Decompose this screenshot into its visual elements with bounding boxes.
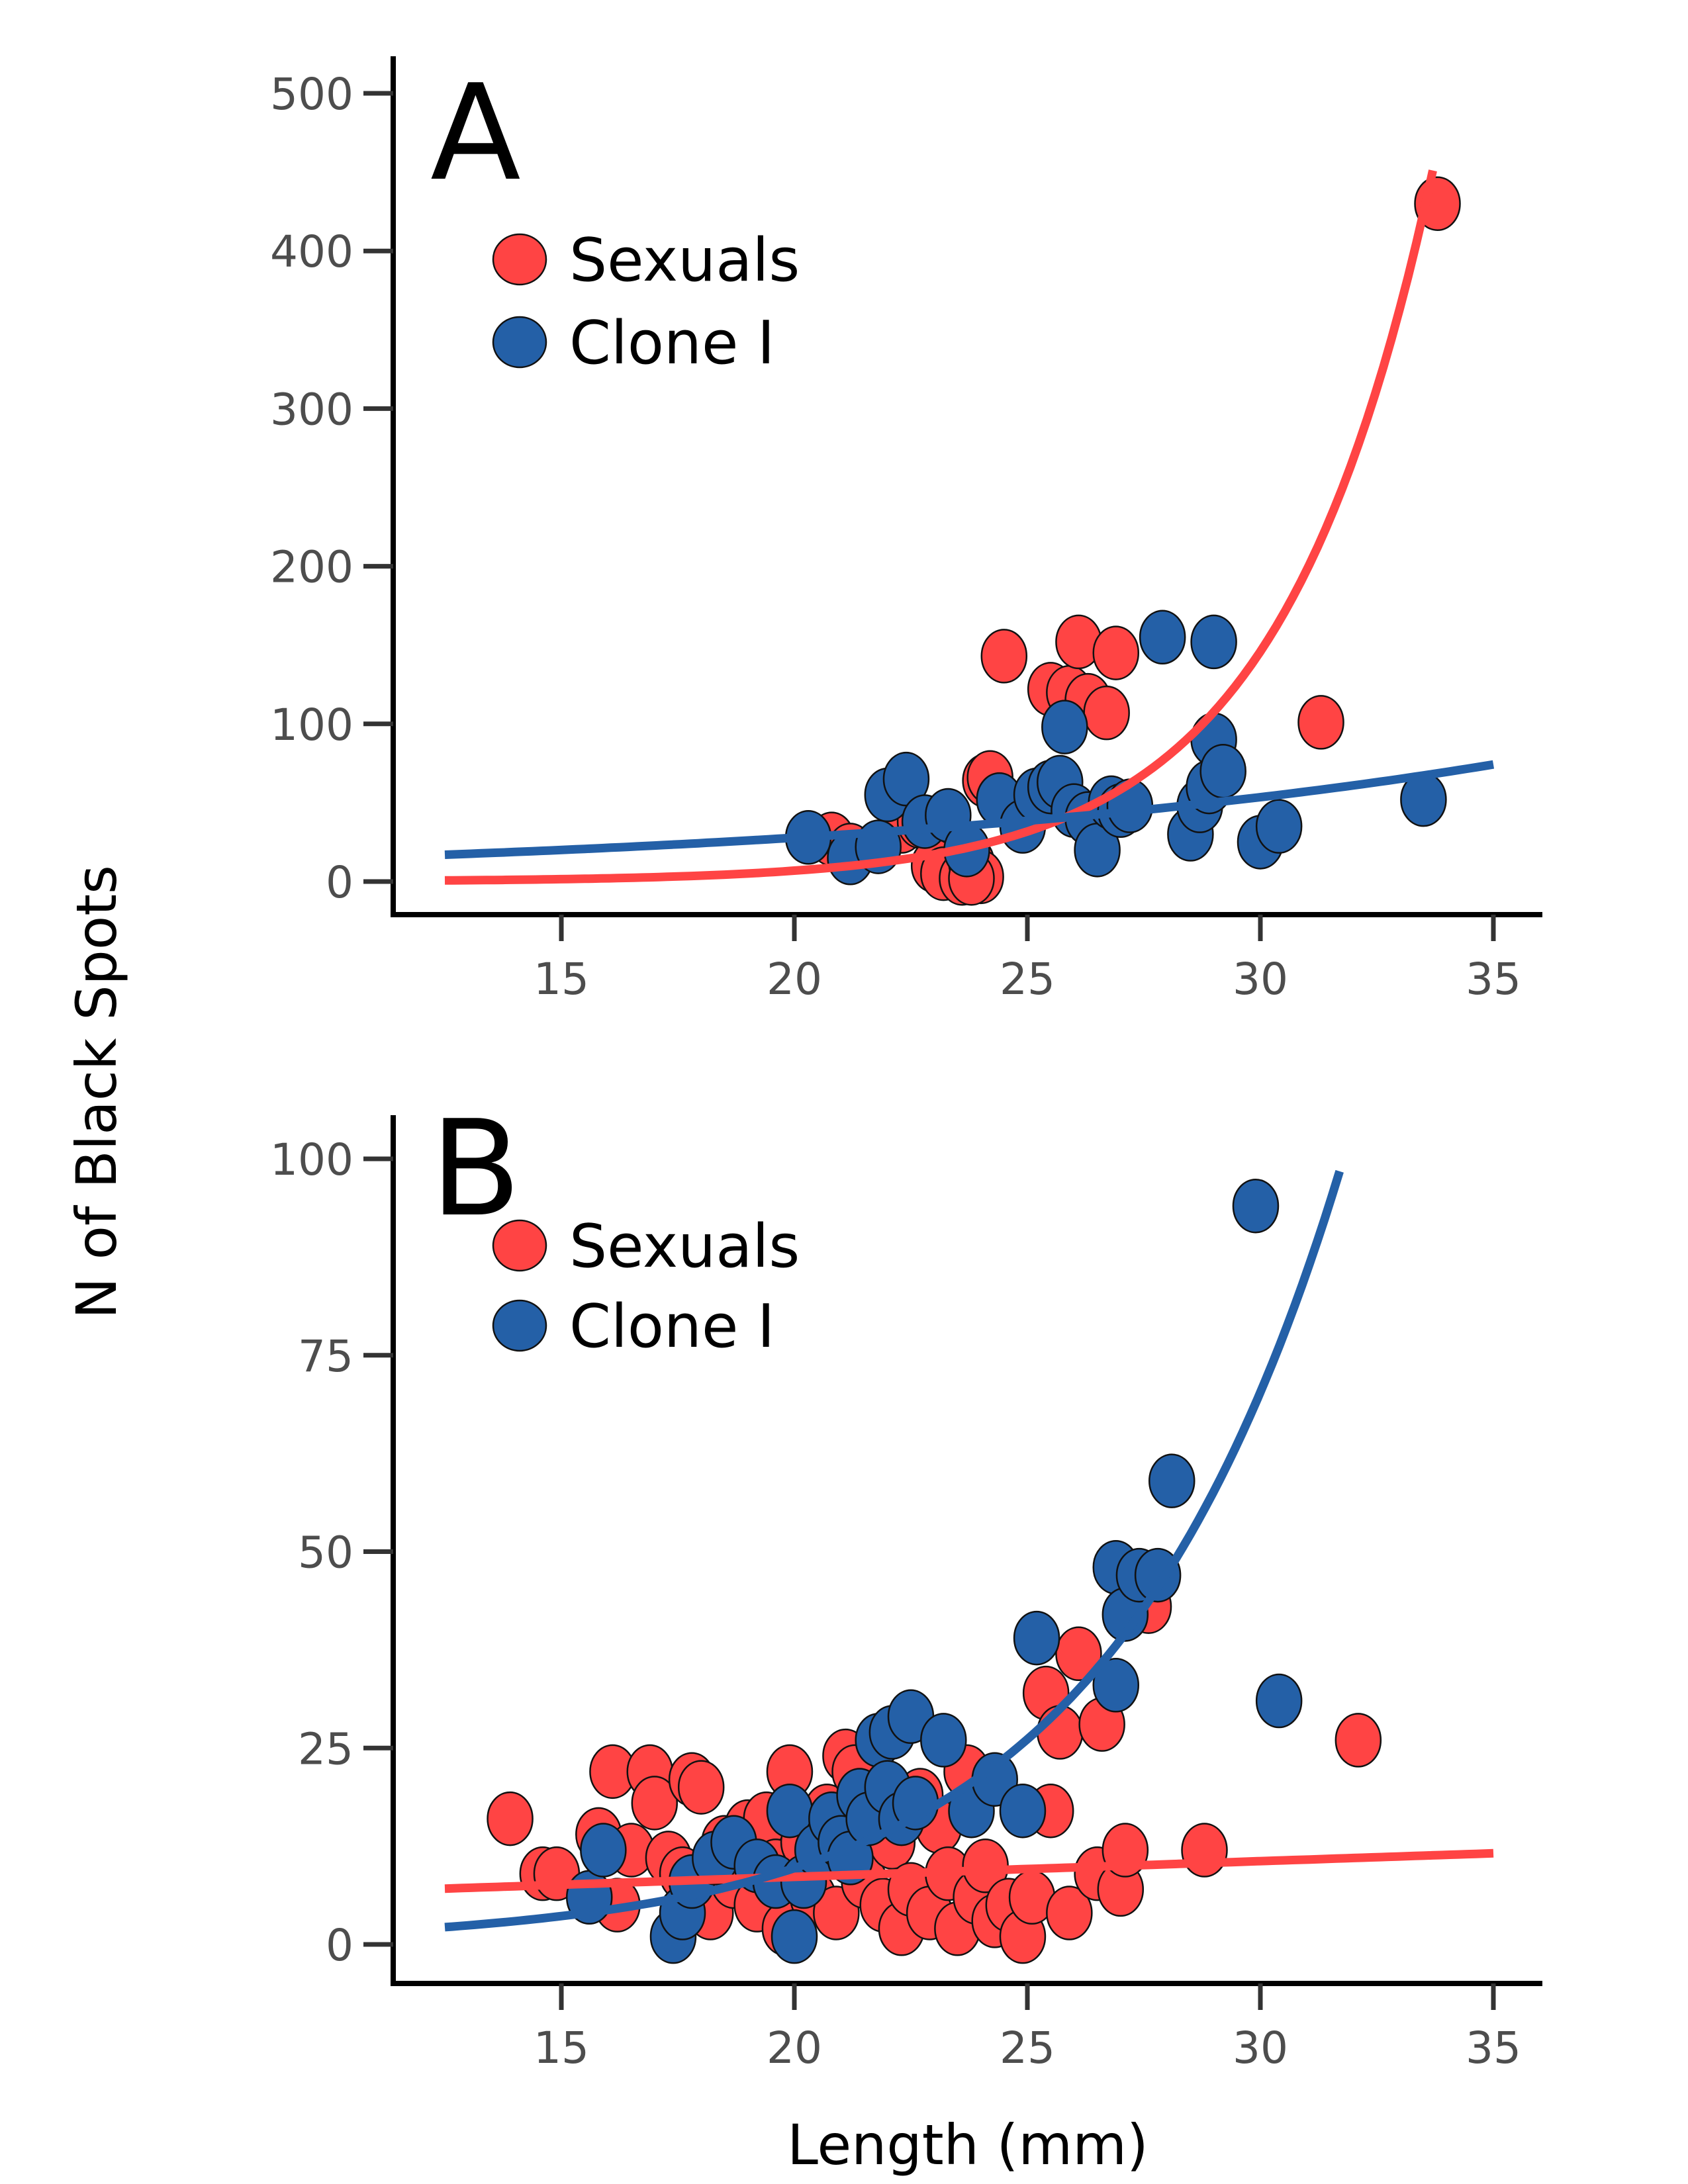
x-tick-label: 35 bbox=[1466, 2023, 1521, 2073]
data-point bbox=[1199, 744, 1246, 799]
legend-label: Sexuals bbox=[569, 1212, 800, 1281]
legend-marker bbox=[492, 233, 547, 286]
data-point bbox=[980, 629, 1028, 684]
data-point bbox=[1092, 1658, 1140, 1713]
data-point bbox=[1041, 700, 1088, 754]
data-point bbox=[1013, 1610, 1060, 1666]
y-tick-label: 75 bbox=[298, 1331, 353, 1382]
y-tick-label: 100 bbox=[270, 700, 353, 751]
y-tick-label: 25 bbox=[298, 1723, 353, 1774]
data-point bbox=[771, 1909, 818, 1964]
data-point bbox=[677, 1760, 725, 1815]
x-tick-label: 20 bbox=[767, 2023, 822, 2073]
fit-line-clone-i bbox=[444, 1169, 1344, 1932]
y-tick-label: 200 bbox=[270, 542, 353, 593]
legend-marker bbox=[492, 1219, 547, 1272]
data-point bbox=[1139, 610, 1186, 665]
legend-marker bbox=[492, 1299, 547, 1352]
data-point bbox=[1181, 1823, 1228, 1878]
y-tick-label: 100 bbox=[270, 1134, 353, 1185]
data-point bbox=[580, 1823, 627, 1878]
legend-marker bbox=[492, 316, 547, 369]
legend-label: Sexuals bbox=[569, 226, 800, 295]
data-point bbox=[1083, 685, 1130, 741]
legend-label: Clone I bbox=[569, 308, 774, 378]
data-point bbox=[631, 1776, 679, 1831]
y-tick-label: 0 bbox=[326, 857, 353, 908]
fit-line-sexuals bbox=[444, 169, 1437, 885]
x-tick-label: 15 bbox=[534, 954, 589, 1005]
legend: Sexuals Clone I bbox=[492, 1212, 800, 1361]
data-point bbox=[1255, 1673, 1303, 1729]
panel-b: 0 25 50 75 100 15 20 25 30 35 B Sexuals Clone I bbox=[270, 1092, 1542, 2073]
x-tick-label: 25 bbox=[1000, 2023, 1055, 2073]
x-tick-label: 30 bbox=[1233, 954, 1288, 1005]
plot-area bbox=[444, 1169, 1494, 1964]
x-tick-label: 20 bbox=[767, 954, 822, 1005]
data-point bbox=[999, 1783, 1047, 1839]
x-axis-title: Length (mm) bbox=[787, 2113, 1149, 2177]
data-point bbox=[1335, 1713, 1382, 1768]
data-point bbox=[1148, 1453, 1196, 1508]
x-tick-label: 15 bbox=[534, 2023, 589, 2073]
y-tick-label: 50 bbox=[298, 1527, 353, 1578]
data-point bbox=[487, 1791, 534, 1846]
panel-letter: A bbox=[430, 56, 521, 210]
x-tick-label: 30 bbox=[1233, 2023, 1288, 2073]
x-tick-label: 35 bbox=[1466, 954, 1521, 1005]
fit-line-clone-i bbox=[444, 760, 1495, 859]
legend: Sexuals Clone I bbox=[492, 226, 800, 378]
data-point bbox=[920, 1713, 967, 1768]
y-tick-label: 0 bbox=[326, 1920, 353, 1971]
legend-label: Clone I bbox=[569, 1292, 774, 1361]
fit-line-sexuals bbox=[444, 1848, 1494, 1893]
y-tick-label: 300 bbox=[270, 384, 353, 435]
data-point bbox=[1190, 614, 1237, 670]
y-tick-label: 400 bbox=[270, 226, 353, 277]
data-point bbox=[1046, 1886, 1093, 1940]
data-point bbox=[1255, 799, 1303, 854]
y-tick-label: 500 bbox=[270, 69, 353, 120]
y-axis-title: N of Black Spots bbox=[64, 865, 129, 1319]
data-point bbox=[1297, 695, 1344, 750]
x-tick-label: 25 bbox=[1000, 954, 1055, 1005]
panel-a: 0 100 200 300 400 500 15 20 25 30 35 A Sexuals Clone … bbox=[270, 56, 1542, 1005]
data-point bbox=[1055, 1626, 1102, 1682]
panel-letter: B bbox=[430, 1092, 521, 1246]
data-point bbox=[1232, 1178, 1280, 1234]
series-clone-i bbox=[565, 1178, 1303, 1964]
plot-area bbox=[444, 169, 1495, 906]
data-point bbox=[1092, 625, 1140, 680]
